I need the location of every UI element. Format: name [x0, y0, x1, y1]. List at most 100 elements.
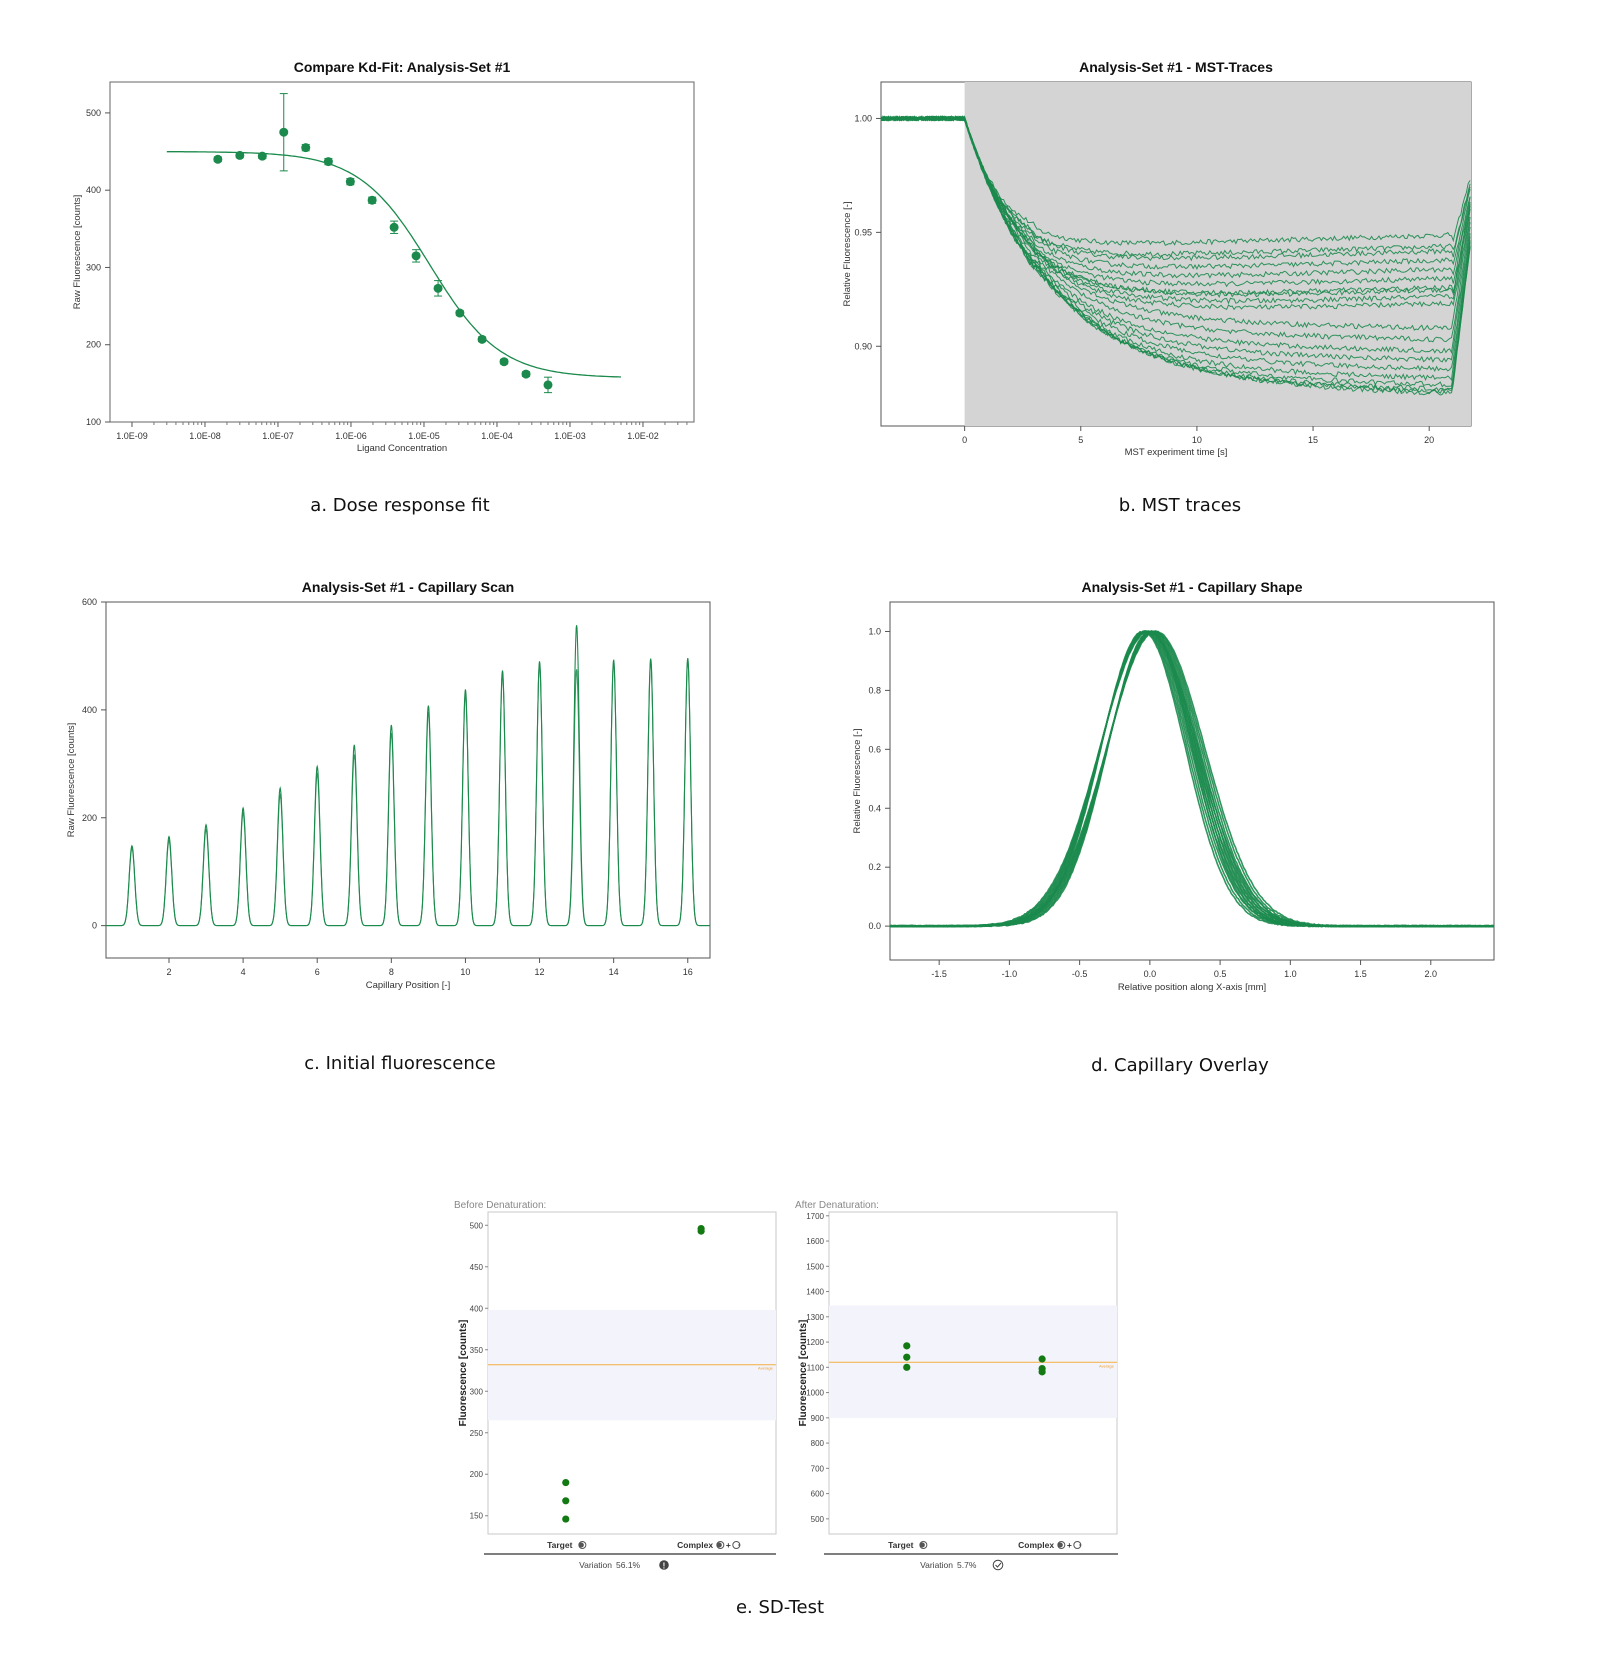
chart-c-capillary-scan: Analysis-Set #1 - Capillary Scan 2 4 6 8 10 12…: [66, 579, 711, 991]
data-point: [521, 369, 531, 379]
data-point: [903, 1353, 911, 1361]
sd-header: Before Denaturation:: [454, 1200, 546, 1211]
x-tick-label: 1.0E-02: [627, 431, 659, 441]
x-axis-label: Ligand Concentration: [357, 443, 447, 454]
category-label: Complex: [677, 1540, 713, 1550]
data-point: [345, 177, 355, 187]
shape-trace: [889, 630, 1495, 928]
x-tick-label: 5: [1078, 435, 1083, 445]
shape-traces-group: [889, 630, 1495, 928]
caption-b: b. MST traces: [1118, 495, 1242, 516]
category-label: Complex: [1018, 1540, 1054, 1550]
molecule-icon: [1057, 1542, 1063, 1548]
x-tick-label: 10: [460, 967, 470, 977]
data-point: [1038, 1355, 1046, 1363]
data-point: [257, 151, 267, 161]
data-point: [562, 1497, 570, 1505]
variation-label: Variation: [920, 1560, 953, 1570]
data-point: [903, 1363, 911, 1371]
chart-e-sd-test: Before Denaturation: Average 150 200 250 300 3…: [454, 1200, 1118, 1571]
x-tick-label: 0.0: [1144, 969, 1157, 979]
y-tick-label: 800: [811, 1439, 825, 1448]
data-point: [235, 150, 245, 160]
ligand-icon: [738, 1544, 741, 1546]
y-tick-label: 500: [470, 1221, 484, 1230]
chart-title: Analysis-Set #1 - Capillary Scan: [302, 579, 514, 595]
x-tick-label: 20: [1424, 435, 1434, 445]
average-label: Average: [1099, 1363, 1115, 1368]
y-tick-label: 300: [470, 1387, 484, 1396]
y-tick-label: 100: [86, 417, 101, 427]
chart-title: Compare Kd-Fit: Analysis-Set #1: [294, 59, 511, 75]
data-point: [389, 222, 399, 232]
y-tick-label: 350: [470, 1346, 484, 1355]
x-tick-label: 1.0E-07: [262, 431, 294, 441]
data-point: [562, 1478, 570, 1487]
y-tick-label: 1300: [806, 1313, 824, 1322]
x-tick-label: 1.0E-04: [481, 431, 513, 441]
data-point: [562, 1515, 570, 1523]
check-icon-mark: [995, 1562, 1002, 1568]
y-tick-label: 0: [92, 921, 97, 931]
molecule-icon: [578, 1542, 584, 1548]
mst-trace: [881, 115, 1471, 396]
x-tick-label: -0.5: [1072, 969, 1088, 979]
caption-d: d. Capillary Overlay: [1091, 1055, 1269, 1076]
data-point: [367, 195, 377, 205]
caption-e: e. SD-Test: [735, 1597, 825, 1618]
chart-a-dose-response: Compare Kd-Fit: Analysis-Set #1 1.0E-09 1.…: [72, 59, 695, 454]
mst-trace: [880, 115, 1471, 305]
chart-title: Analysis-Set #1 - MST-Traces: [1079, 59, 1273, 75]
x-tick-label: 8: [389, 967, 394, 977]
sd-header: After Denaturation:: [795, 1200, 879, 1211]
x-tick-label: 12: [535, 967, 545, 977]
y-tick-label: 0.4: [868, 803, 881, 813]
y-tick-label: 600: [82, 597, 97, 607]
x-tick-label: 0.5: [1214, 969, 1227, 979]
data-point: [323, 157, 333, 167]
x-axis-label: Relative position along X-axis [mm]: [1118, 982, 1266, 993]
y-tick-label: 0.2: [868, 862, 881, 872]
x-tick-label: 1.0E-03: [554, 431, 586, 441]
data-point: [279, 127, 289, 137]
plot-frame: [889, 601, 1495, 961]
x-axis-label: MST experiment time [s]: [1125, 447, 1228, 458]
x-tick-label: 1.0E-06: [335, 431, 367, 441]
data-point: [499, 357, 509, 367]
chart-d-capillary-shape: Analysis-Set #1 - Capillary Shape -1.5 -1.…: [852, 579, 1495, 993]
warning-icon: [659, 1560, 669, 1570]
y-tick-label: 200: [82, 813, 97, 823]
check-icon: [992, 1559, 1004, 1571]
x-tick-label: 0: [962, 435, 967, 445]
y-tick-label: 500: [86, 108, 101, 118]
y-tick-label: 1.0: [868, 626, 881, 636]
y-tick-label: 0.6: [868, 744, 881, 754]
y-tick-label: 600: [811, 1490, 825, 1499]
category-label: Target: [888, 1540, 914, 1550]
x-tick-label: 1.0E-05: [408, 431, 440, 441]
scan-trace: [106, 660, 710, 927]
x-tick-label: 1.0: [1284, 969, 1297, 979]
tolerance-band: [829, 1305, 1117, 1418]
x-tick-label: 1.0E-09: [116, 431, 148, 441]
y-tick-label: 0.90: [854, 341, 872, 351]
variation-value: 5.7%: [957, 1560, 977, 1570]
y-axis-label: Raw Fluorescence [counts]: [66, 723, 77, 838]
variation-label: Variation: [579, 1560, 612, 1570]
caption-c: c. Initial fluorescence: [304, 1053, 496, 1074]
ligand-icon: [1079, 1544, 1082, 1546]
data-point: [301, 143, 311, 153]
y-tick-label: 0.0: [868, 921, 881, 931]
y-axis-label: Fluorescence [counts]: [798, 1320, 809, 1427]
plot-frame: [109, 81, 695, 423]
chart-title: Analysis-Set #1 - Capillary Shape: [1082, 579, 1303, 595]
x-tick-label: 2: [166, 967, 171, 977]
y-axis-label: Relative Fluorescence [-]: [852, 728, 863, 833]
y-tick-label: 400: [82, 705, 97, 715]
plus-sign: +: [1067, 1540, 1072, 1550]
data-point: [903, 1342, 911, 1350]
y-tick-label: 1.00: [854, 113, 872, 123]
y-tick-label: 400: [86, 185, 101, 195]
y-tick-label: 250: [470, 1429, 484, 1438]
plus-sign: +: [726, 1540, 731, 1550]
